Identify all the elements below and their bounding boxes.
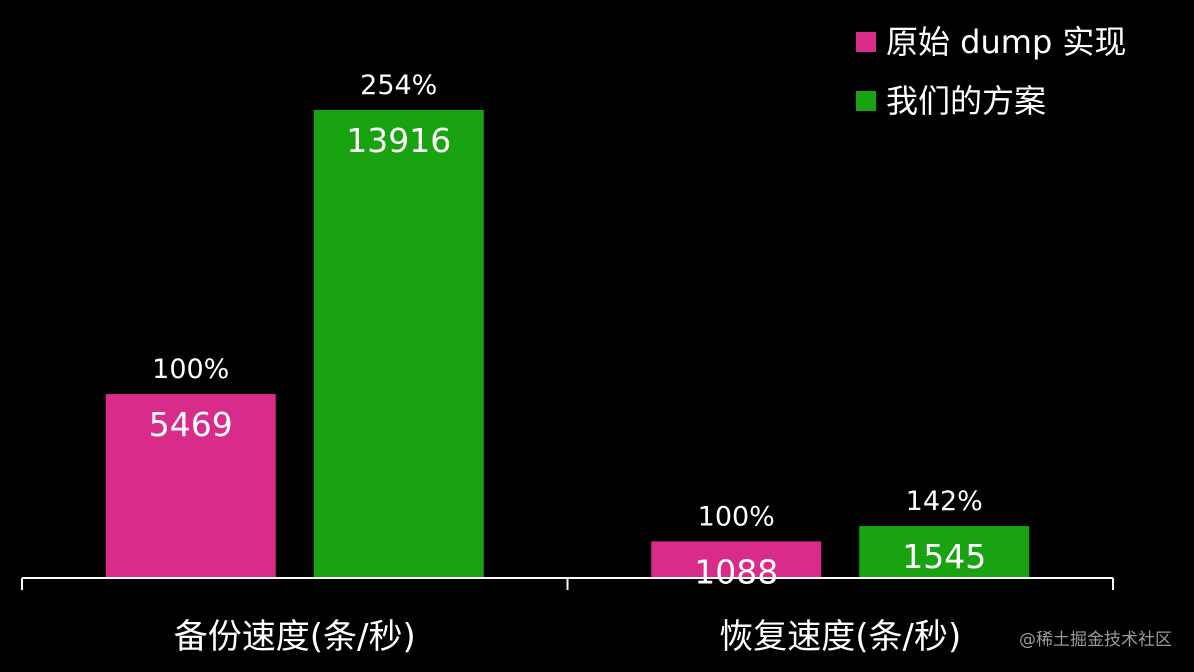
bar-1-0 — [651, 541, 822, 578]
bar-0-0 — [105, 394, 276, 578]
bar-1-1 — [859, 526, 1030, 578]
bar-percent-label-1-1: 142% — [906, 486, 983, 517]
bar-value-label-0-0: 5469 — [149, 405, 233, 444]
bar-value-label-1-0: 1088 — [694, 552, 778, 591]
legend: 原始 dump 实现 我们的方案 — [856, 22, 1126, 140]
bar-0-1 — [313, 110, 484, 578]
bar-value-label-0-1: 13916 — [346, 121, 451, 160]
bar-percent-label-1-0: 100% — [698, 501, 775, 532]
legend-swatch-our-solution — [856, 91, 876, 111]
bar-percent-label-0-0: 100% — [152, 354, 229, 385]
watermark: @稀土掘金技术社区 — [1019, 630, 1172, 650]
bar-value-label-1-1: 1545 — [902, 537, 986, 576]
legend-swatch-original-dump — [856, 32, 876, 52]
bar-percent-label-0-1: 254% — [360, 70, 437, 101]
legend-label-original-dump: 原始 dump 实现 — [886, 23, 1127, 61]
category-label-1: 恢复速度(条/秒) — [719, 617, 961, 657]
category-label-0: 备份速度(条/秒) — [174, 617, 416, 657]
legend-item-original-dump: 原始 dump 实现 — [856, 22, 1126, 62]
legend-label-our-solution: 我们的方案 — [886, 82, 1047, 120]
legend-item-our-solution: 我们的方案 — [856, 81, 1126, 121]
